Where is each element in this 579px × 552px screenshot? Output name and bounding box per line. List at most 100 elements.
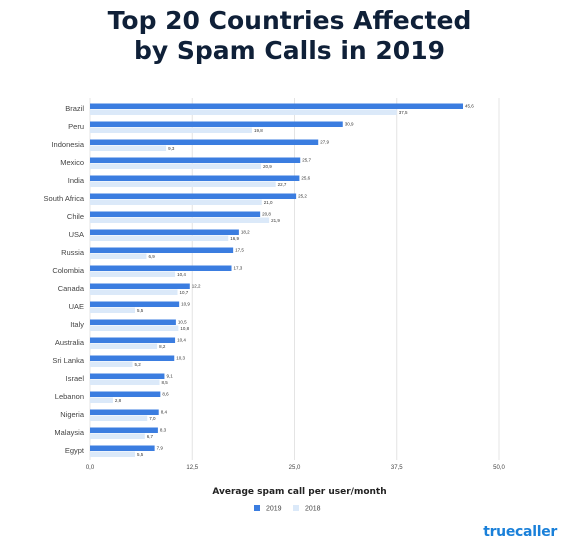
data-label-2018: 10,4 (177, 272, 186, 277)
data-label-2018: 8,2 (159, 344, 166, 349)
category-label: Chile (67, 212, 84, 221)
bar-2019 (90, 121, 343, 127)
category-label: India (68, 176, 85, 185)
bar-2019 (90, 319, 176, 325)
category-label: Nigeria (60, 410, 85, 419)
data-label-2018: 20,9 (263, 164, 272, 169)
data-label-2019: 8,6 (162, 392, 169, 397)
data-label-2018: 7,0 (149, 416, 156, 421)
bar-2019 (90, 445, 155, 451)
data-label-2018: 6,9 (148, 254, 155, 259)
bar-2018 (90, 397, 113, 403)
data-label-2019: 10,5 (178, 320, 187, 325)
data-label-2019: 12,2 (192, 284, 201, 289)
bar-2018 (90, 325, 179, 331)
data-label-2019: 8,3 (160, 428, 167, 433)
data-label-2019: 27,9 (320, 140, 329, 145)
bar-2019 (90, 409, 159, 415)
category-label: South Africa (44, 194, 85, 203)
category-label: Italy (70, 320, 84, 329)
bar-2019 (90, 355, 175, 361)
bar-2018 (90, 127, 252, 133)
bar-2018 (90, 307, 135, 313)
data-label-2018: 2,8 (115, 398, 122, 403)
bar-2019 (90, 103, 464, 109)
x-tick-label: 37,5 (391, 465, 403, 471)
data-label-2019: 45,6 (465, 104, 474, 109)
bar-2018 (90, 415, 148, 421)
data-label-2019: 30,9 (345, 122, 354, 127)
chart-title-line-2: by Spam Calls in 2019 (133, 36, 445, 65)
truecaller-logo: truecaller (483, 524, 557, 540)
bar-2018 (90, 271, 176, 277)
data-label-2019: 7,9 (157, 446, 164, 451)
data-label-2018: 9,3 (168, 146, 175, 151)
data-label-2018: 19,8 (254, 128, 263, 133)
bar-2019 (90, 283, 190, 289)
category-label: Sri Lanka (52, 356, 85, 365)
legend-label-2019: 2019 (266, 506, 282, 513)
data-label-2018: 10,8 (180, 326, 189, 331)
x-tick-label: 50,0 (493, 465, 505, 471)
bar-2018 (90, 235, 229, 241)
bar-2018 (90, 253, 147, 259)
data-label-2019: 10,3 (176, 356, 185, 361)
x-tick-label: 0,0 (86, 465, 95, 471)
category-label: Canada (58, 284, 85, 293)
data-label-2019: 10,4 (177, 338, 186, 343)
bar-2019 (90, 427, 158, 433)
bar-2018 (90, 145, 167, 151)
x-tick-label: 25,0 (289, 465, 301, 471)
data-label-2018: 5,5 (137, 308, 144, 313)
legend-swatch-2018 (293, 505, 299, 511)
data-label-2019: 20,8 (262, 212, 271, 217)
bar-2019 (90, 157, 301, 163)
category-label: Colombia (52, 266, 85, 275)
category-label: Egypt (65, 446, 85, 455)
legend-swatch-2019 (254, 505, 260, 511)
legend-label-2018: 2018 (305, 506, 321, 513)
category-label: Australia (55, 338, 85, 347)
bar-2018 (90, 163, 261, 169)
x-axis-title: Average spam call per user/month (212, 487, 386, 497)
data-label-2018: 6,7 (147, 434, 154, 439)
data-label-2018: 37,5 (399, 110, 408, 115)
data-label-2019: 10,9 (181, 302, 190, 307)
category-label: Lebanon (55, 392, 84, 401)
bar-2018 (90, 451, 135, 457)
data-label-2018: 5,5 (137, 452, 144, 457)
bar-2018 (90, 433, 145, 439)
bar-2018 (90, 181, 276, 187)
category-label: USA (69, 230, 84, 239)
category-label: Malaysia (54, 428, 84, 437)
data-label-2019: 25,2 (298, 194, 307, 199)
bar-2019 (90, 229, 239, 235)
data-label-2018: 21,0 (264, 200, 273, 205)
bar-2019 (90, 139, 319, 145)
data-label-2018: 8,5 (162, 380, 169, 385)
category-label: Mexico (60, 158, 84, 167)
bar-2018 (90, 217, 270, 223)
bar-2018 (90, 379, 160, 385)
data-label-2019: 17,5 (235, 248, 244, 253)
data-label-2018: 22,7 (278, 182, 287, 187)
chart-title: Top 20 Countries Affected by Spam Calls … (0, 6, 579, 66)
bar-2018 (90, 343, 158, 349)
x-tick-label: 12,5 (186, 465, 198, 471)
data-label-2018: 5,2 (135, 362, 142, 367)
data-label-2019: 8,4 (161, 410, 168, 415)
bar-2019 (90, 301, 180, 307)
bar-2019 (90, 391, 161, 397)
data-label-2019: 9,1 (166, 374, 173, 379)
bar-2019 (90, 373, 165, 379)
bar-2018 (90, 199, 262, 205)
data-label-2019: 25,6 (301, 176, 310, 181)
category-label: Russia (61, 248, 85, 257)
chart-title-line-1: Top 20 Countries Affected (107, 6, 472, 35)
data-label-2019: 17,3 (234, 266, 243, 271)
bar-2019 (90, 265, 232, 271)
bar-2018 (90, 361, 133, 367)
bar-2019 (90, 175, 300, 181)
bar-2018 (90, 289, 178, 295)
